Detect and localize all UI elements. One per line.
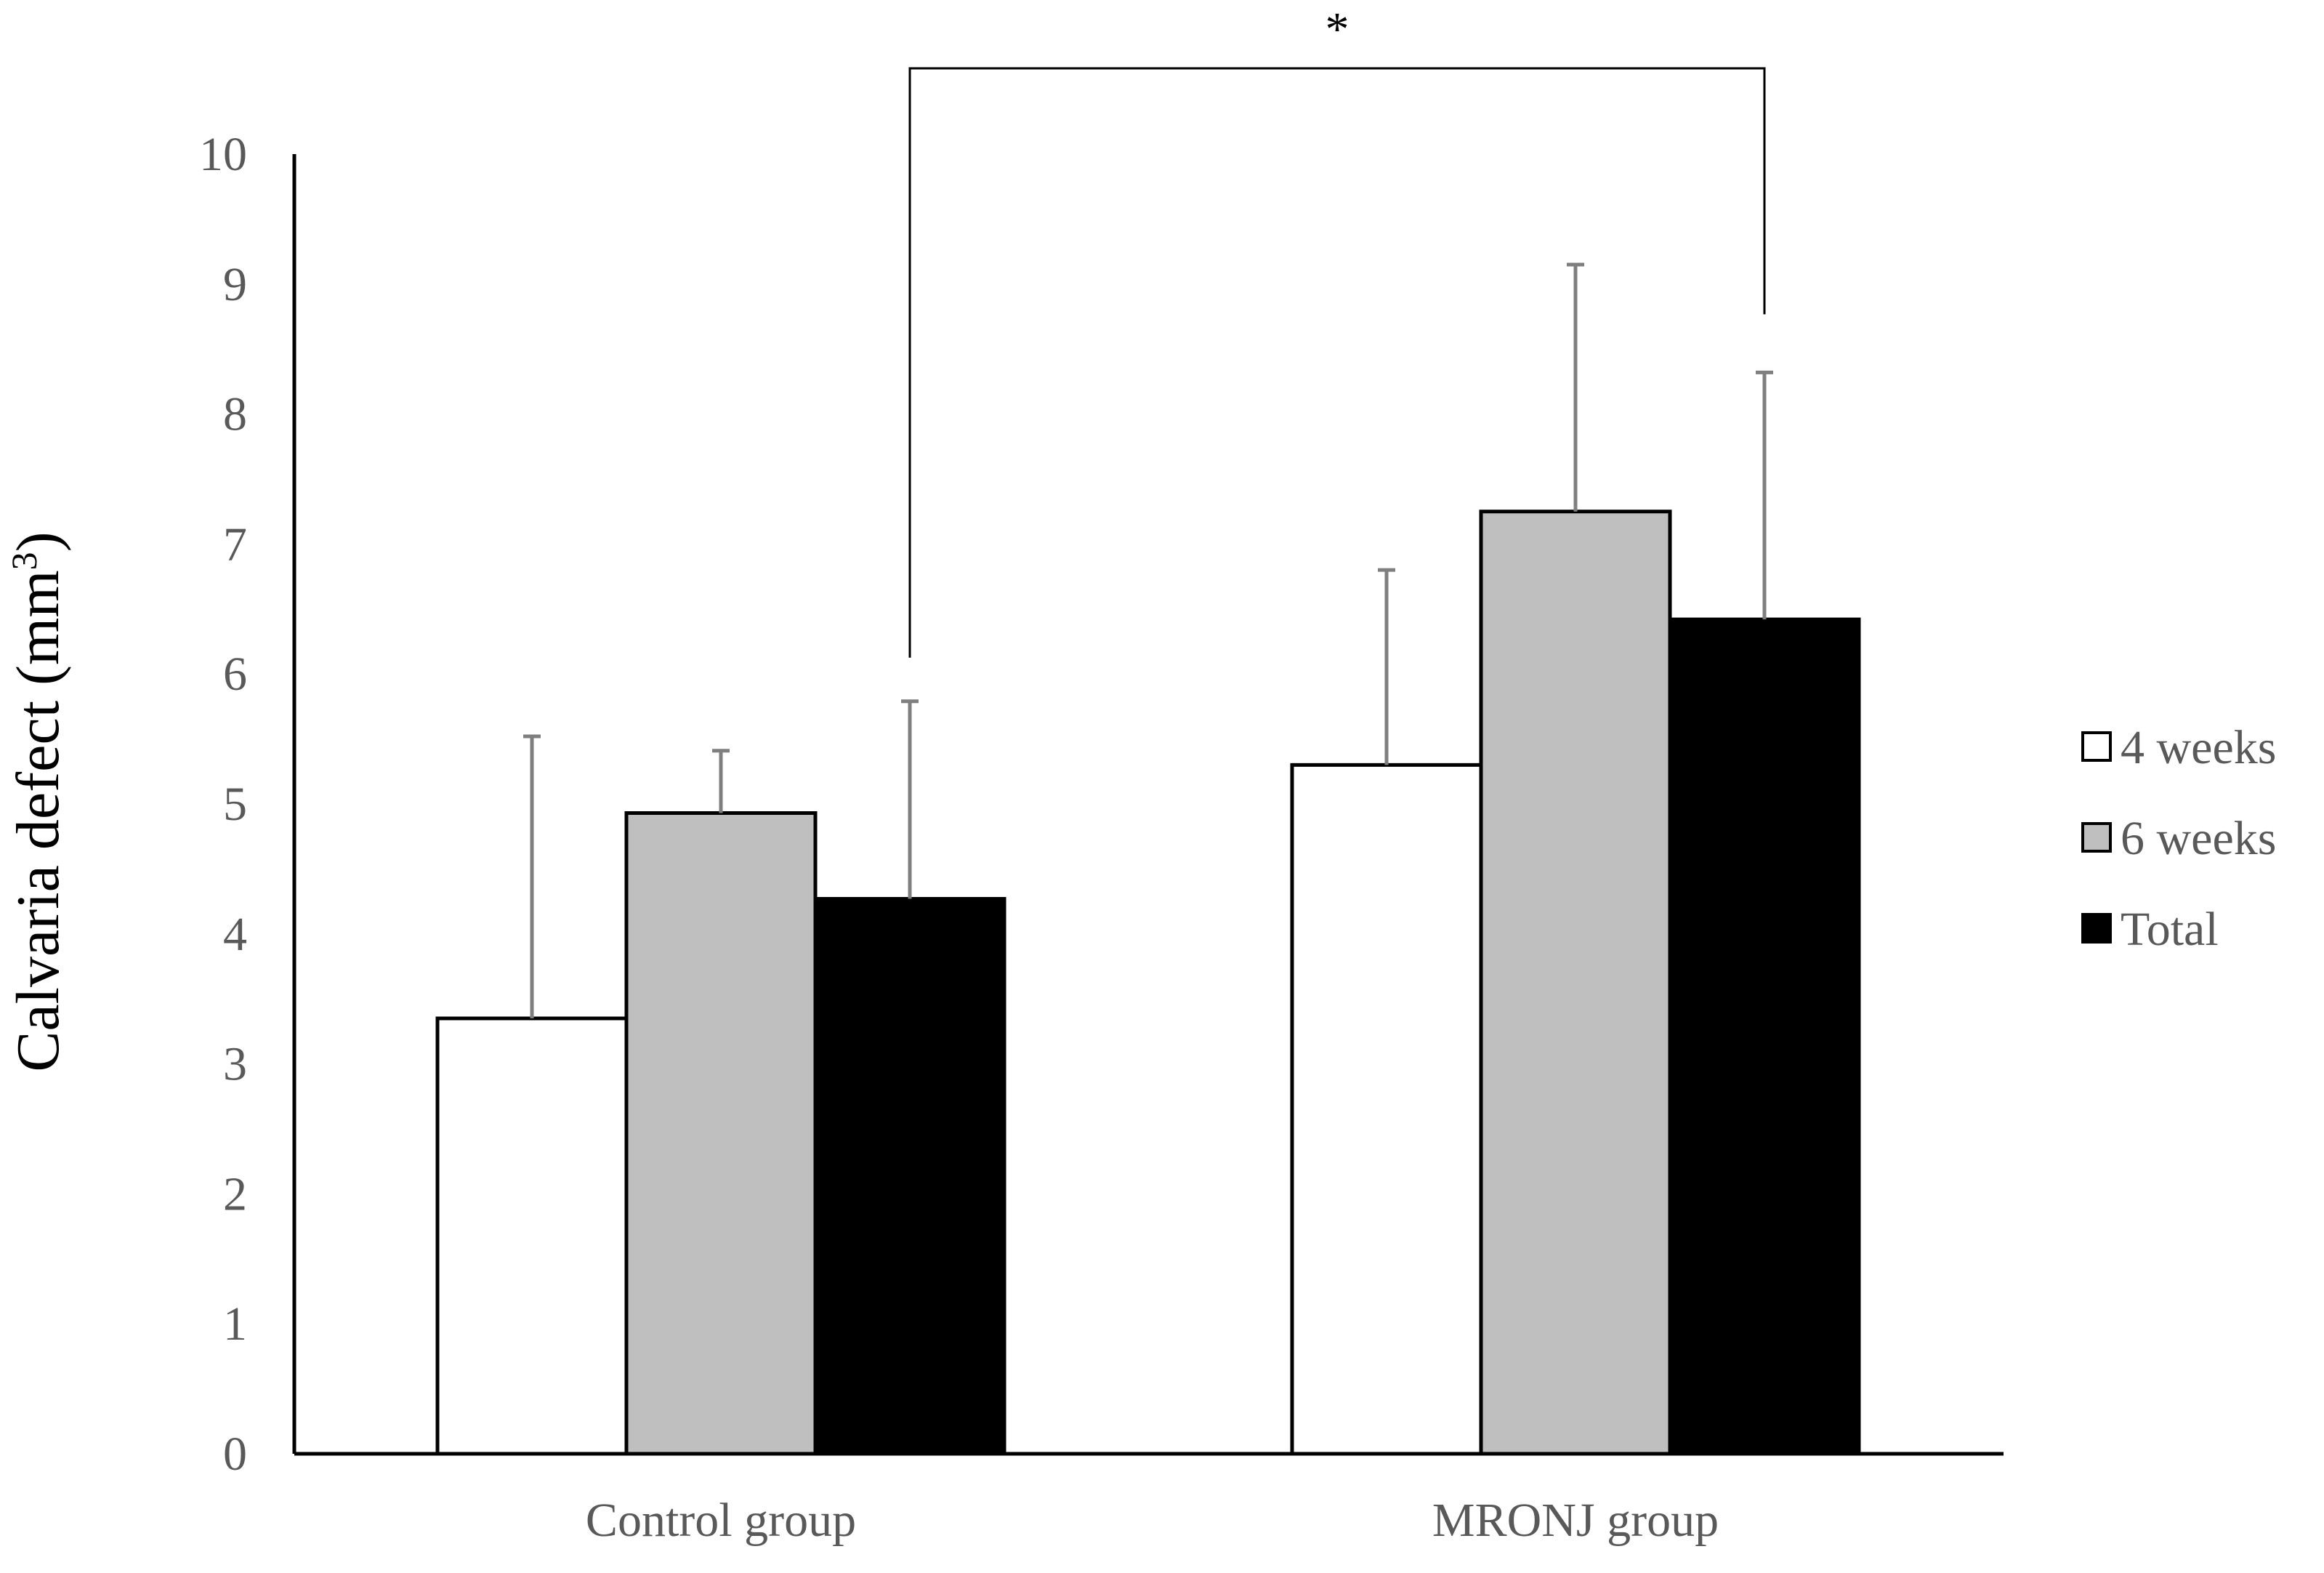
bar <box>624 811 818 1456</box>
bar <box>1668 617 1861 1456</box>
y-axis-ticks: 0 1 2 3 4 5 6 7 8 9 10 <box>199 128 247 1481</box>
bar <box>813 897 1006 1456</box>
significance-bracket: * <box>908 3 1766 658</box>
y-tick-label: 0 <box>223 1428 247 1481</box>
bar <box>1479 510 1672 1456</box>
y-tick-label: 5 <box>223 778 247 831</box>
significance-line <box>908 67 1766 658</box>
y-tick-label: 9 <box>223 258 247 311</box>
y-tick-label: 3 <box>223 1038 247 1091</box>
legend: 4 weeks 6 weeks Total <box>2081 721 2276 956</box>
legend-label: Total <box>2121 903 2219 956</box>
y-tick-label: 2 <box>223 1167 247 1220</box>
legend-label: 4 weeks <box>2121 721 2276 774</box>
legend-swatch <box>2081 822 2112 853</box>
y-tick-label: 1 <box>223 1298 247 1351</box>
bar <box>435 1016 629 1456</box>
legend-label: 6 weeks <box>2121 812 2276 865</box>
y-tick-label: 6 <box>223 648 247 701</box>
y-tick-label: 8 <box>223 388 247 441</box>
y-tick-label: 10 <box>199 128 247 181</box>
x-category-label: Control group <box>586 1494 856 1547</box>
bars <box>435 510 1861 1456</box>
bar <box>1290 763 1483 1456</box>
y-tick-label: 7 <box>223 518 247 571</box>
x-category-label: MRONJ group <box>1432 1494 1719 1547</box>
y-tick-label: 4 <box>223 908 247 961</box>
legend-swatch <box>2081 731 2112 762</box>
x-axis-categories: Control group MRONJ group <box>586 1494 1719 1547</box>
significance-star: * <box>1326 3 1349 56</box>
error-bars <box>523 262 1773 1019</box>
legend-swatch <box>2081 913 2112 944</box>
y-axis-title: Calvaria defect (mm3) <box>4 531 72 1071</box>
